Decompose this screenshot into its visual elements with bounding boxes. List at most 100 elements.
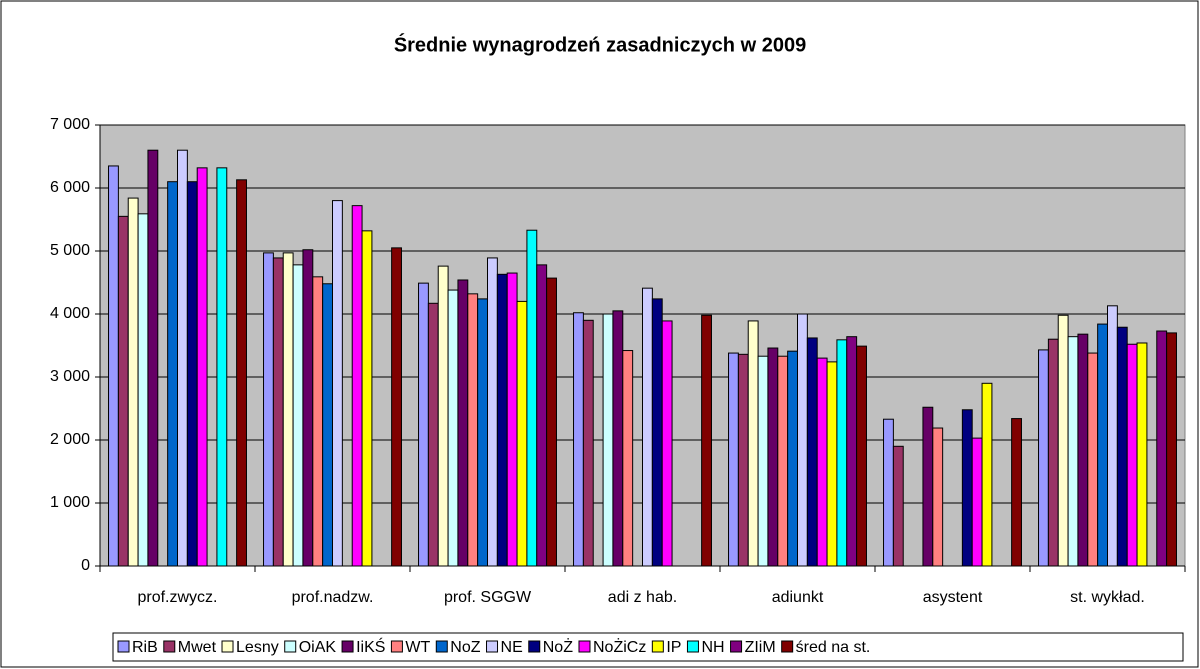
- bar: [701, 314, 712, 567]
- bar: [177, 149, 188, 567]
- bar: [108, 165, 119, 567]
- bar: [642, 287, 653, 567]
- bar: [1047, 338, 1059, 567]
- legend-label: śred na st.: [796, 639, 871, 656]
- legend-label: NoŻiCz: [593, 637, 646, 656]
- legend-swatch: [435, 640, 448, 653]
- bar: [302, 249, 314, 567]
- legend-label: Mwet: [178, 639, 217, 656]
- y-tick-label: 0: [81, 557, 90, 574]
- x-tick-label: st. wykład.: [1070, 589, 1145, 606]
- x-tick-label: prof.zwycz.: [137, 589, 217, 606]
- bar: [856, 345, 867, 567]
- bar: [282, 252, 294, 567]
- bar: [391, 247, 402, 567]
- bar: [582, 319, 594, 567]
- bar: [427, 302, 439, 567]
- y-tick-label: 7 000: [50, 116, 90, 133]
- bar: [932, 427, 944, 567]
- bar: [747, 320, 759, 567]
- bar: [728, 352, 739, 567]
- bar: [737, 353, 749, 567]
- legend-swatch: [341, 640, 354, 653]
- bar: [127, 197, 139, 567]
- legend-label: RiB: [132, 639, 158, 656]
- bar: [418, 282, 429, 567]
- bar: [622, 350, 634, 567]
- bar: [767, 347, 779, 567]
- legend-label: Lesny: [236, 639, 279, 656]
- bar: [971, 437, 983, 567]
- bar: [467, 293, 479, 567]
- bar: [1077, 333, 1089, 567]
- legend-swatch: [117, 640, 130, 653]
- bar: [437, 265, 449, 567]
- legend-label: ZIiM: [745, 639, 776, 656]
- legend-label: OiAK: [299, 639, 337, 656]
- bar: [777, 355, 789, 567]
- y-tick-label: 6 000: [50, 179, 90, 196]
- legend-swatch: [686, 640, 699, 653]
- legend-label: NE: [501, 639, 523, 656]
- bar: [883, 418, 894, 567]
- legend: RiB Mwet Lesny OiAK IiKŚ WT NoZ NE NoŻ NoŻiCz IP NH…: [117, 637, 871, 656]
- bar: [477, 298, 488, 567]
- x-tick-label: prof. SGGW: [444, 589, 532, 606]
- bar: [186, 181, 198, 567]
- bar: [196, 167, 208, 567]
- x-tick-label: prof.nadzw.: [292, 589, 374, 606]
- chart-title: Średnie wynagrodzeń zasadniczych w 2009: [394, 32, 806, 56]
- bar: [272, 257, 284, 567]
- bar: [922, 406, 934, 567]
- bar: [216, 167, 228, 567]
- bar: [332, 200, 343, 567]
- bar: [846, 336, 858, 567]
- bar: [312, 276, 324, 567]
- x-tick-label: adi z hab.: [608, 589, 677, 606]
- bar: [573, 312, 584, 567]
- bar: [1097, 323, 1109, 567]
- legend-label: IiKŚ: [356, 637, 385, 656]
- bar: [516, 300, 528, 567]
- legend-label: NoŻ: [543, 637, 573, 656]
- bar: [1087, 352, 1099, 567]
- bar: [447, 289, 459, 567]
- bar: [1166, 332, 1177, 567]
- bar: [1156, 330, 1168, 567]
- y-tick-label: 4 000: [50, 305, 90, 322]
- bar: [797, 313, 808, 567]
- legend-swatch: [781, 640, 794, 653]
- bar: [1011, 418, 1022, 567]
- y-tick-label: 5 000: [50, 242, 90, 259]
- legend-label: NH: [701, 639, 724, 656]
- legend-swatch: [221, 640, 234, 653]
- bar: [167, 181, 178, 567]
- bar: [602, 313, 614, 567]
- bar: [147, 149, 159, 567]
- bar: [536, 264, 548, 567]
- bar: [351, 205, 363, 567]
- legend-swatch: [528, 640, 541, 653]
- y-tick-label: 3 000: [50, 368, 90, 385]
- bar: [787, 350, 798, 567]
- legend-label: WT: [405, 639, 430, 656]
- x-tick-label: adiunkt: [772, 589, 824, 606]
- bar: [651, 298, 663, 567]
- legend-label: IP: [666, 639, 681, 656]
- bar: [1126, 343, 1138, 567]
- bars: [108, 149, 1177, 567]
- bar: [361, 230, 373, 567]
- bar: [526, 229, 538, 567]
- bar: [892, 445, 904, 567]
- legend-swatch: [284, 640, 297, 653]
- legend-swatch: [578, 640, 591, 653]
- bar: [496, 273, 508, 567]
- legend-swatch: [163, 640, 176, 653]
- legend-swatch: [651, 640, 664, 653]
- bar: [816, 357, 828, 567]
- bar: [322, 283, 333, 567]
- bar: [826, 361, 838, 567]
- bar: [961, 409, 973, 567]
- bar: [1067, 336, 1079, 567]
